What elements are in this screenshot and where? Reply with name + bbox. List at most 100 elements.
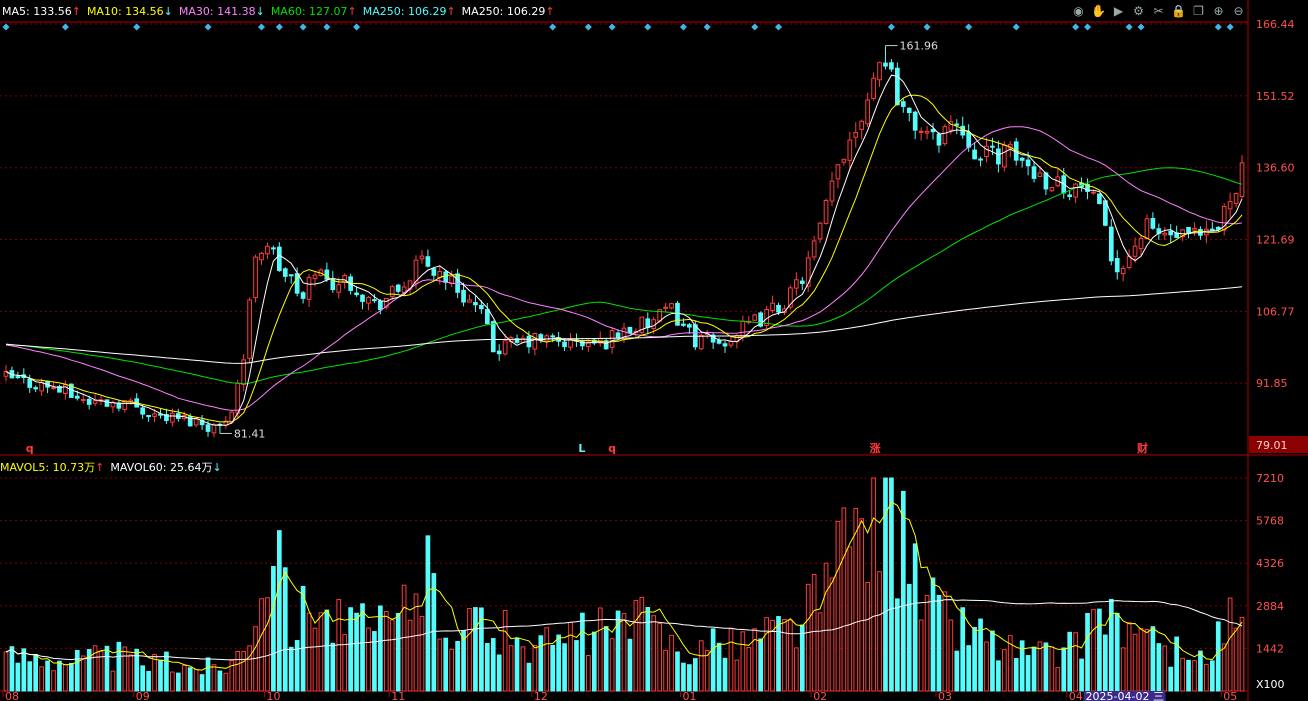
- volume-bar: [728, 628, 734, 692]
- candle-body: [984, 145, 989, 158]
- candle-body: [681, 323, 686, 326]
- volume-bar: [829, 577, 835, 692]
- volume-bar: [181, 665, 187, 692]
- trend-arrow: ↑: [446, 5, 456, 18]
- volume-bar: [841, 507, 847, 692]
- volume-bar: [330, 642, 336, 692]
- volume-unit-label: X100: [1256, 678, 1285, 691]
- volume-bar: [9, 646, 15, 692]
- volume-bar: [348, 607, 353, 692]
- volume-bar: [669, 634, 674, 692]
- candle-body: [687, 324, 692, 328]
- window-icon[interactable]: ❐: [1193, 4, 1204, 18]
- candle-body: [793, 279, 799, 289]
- event-marker: q: [608, 442, 616, 455]
- volume-bar: [859, 518, 865, 692]
- volume-bar: [1239, 616, 1245, 692]
- volume-bar: [1114, 612, 1120, 692]
- trend-arrow: ↑: [545, 5, 555, 18]
- volume-bar: [710, 628, 716, 692]
- candle-body: [871, 77, 876, 99]
- volume-bar: [3, 651, 9, 692]
- eye-icon[interactable]: ◉: [1073, 4, 1084, 18]
- candle-body: [1049, 187, 1055, 192]
- candle-body: [930, 129, 936, 133]
- zoom-in-icon[interactable]: ⊕: [1213, 4, 1224, 18]
- volume-tick-label: 2884: [1256, 600, 1284, 613]
- volume-bar: [170, 671, 175, 692]
- candle-body: [1215, 226, 1221, 230]
- candle-body: [164, 414, 169, 422]
- x-tick-label: 03: [938, 690, 952, 701]
- volume-bar: [978, 618, 983, 692]
- candle-body: [1120, 267, 1126, 275]
- zoom-out-icon[interactable]: ⊖: [1233, 4, 1244, 18]
- volume-bar: [116, 641, 122, 692]
- volume-bar: [942, 591, 948, 692]
- event-marker: q: [26, 442, 34, 455]
- candle-body: [27, 378, 33, 388]
- volume-bar: [276, 530, 282, 692]
- candle-body: [918, 130, 924, 133]
- candle-body: [847, 139, 853, 161]
- candle-body: [312, 274, 318, 280]
- event-diamond-icon: [584, 23, 592, 31]
- candle-body: [1091, 191, 1096, 194]
- candle-body: [1031, 166, 1037, 179]
- volume-bar: [1079, 658, 1084, 692]
- volume-bar: [823, 562, 829, 692]
- volume-bar: [211, 664, 217, 692]
- volume-bar: [1233, 627, 1239, 692]
- event-diamond-icon: [703, 23, 711, 31]
- volume-bar: [484, 642, 490, 692]
- volume-bar: [1132, 633, 1138, 692]
- x-tick-label: 04: [1069, 690, 1083, 701]
- candle-body: [1221, 205, 1227, 231]
- event-marker: L: [578, 442, 585, 455]
- scissors-icon[interactable]: ✂: [1153, 4, 1164, 18]
- candle-body: [728, 340, 734, 346]
- volume-bar: [532, 644, 538, 692]
- candle-body: [259, 252, 264, 261]
- volume-bar: [1007, 635, 1013, 692]
- candle-body: [253, 256, 258, 299]
- candle-body: [716, 340, 722, 344]
- volume-bar: [948, 619, 954, 692]
- settings-icon[interactable]: ⚙: [1133, 4, 1144, 18]
- ma30-line: [5, 126, 1243, 411]
- volume-bar: [378, 605, 383, 692]
- candle-body: [710, 334, 716, 343]
- candle-body: [639, 316, 645, 333]
- volume-bar: [98, 650, 104, 692]
- volume-bar: [889, 477, 894, 692]
- volume-bar: [1085, 612, 1090, 692]
- trend-arrow: ↑: [95, 461, 105, 474]
- volume-bar: [389, 619, 395, 692]
- event-diamond-icon: [549, 23, 557, 31]
- candle-body: [473, 302, 478, 306]
- hand-icon[interactable]: ✋: [1091, 4, 1106, 18]
- candle-body: [1019, 157, 1025, 161]
- candle-body: [615, 332, 621, 339]
- candle-body: [92, 400, 98, 404]
- annotation-label: 161.96: [899, 40, 938, 53]
- volume-bar: [187, 667, 193, 692]
- volume-bar: [92, 645, 98, 692]
- volume-bar: [752, 628, 758, 692]
- ma-legend-item: MA250: 106.29↑: [461, 5, 555, 18]
- event-diamond-icon: [775, 23, 783, 31]
- lock-icon[interactable]: 🔒: [1171, 4, 1186, 18]
- candle-body: [978, 158, 983, 161]
- candle-body: [265, 245, 270, 255]
- volume-bar: [912, 543, 918, 692]
- play-icon[interactable]: ▶: [1113, 4, 1124, 18]
- candle-body: [104, 399, 110, 407]
- volume-bar: [175, 672, 181, 692]
- candle-body: [996, 148, 1001, 165]
- candle-body: [389, 286, 395, 297]
- ma-legend-item: MA250: 106.29↑: [362, 5, 456, 18]
- volume-bar: [526, 662, 532, 692]
- volume-bar: [1097, 608, 1102, 692]
- volume-bar: [776, 616, 781, 692]
